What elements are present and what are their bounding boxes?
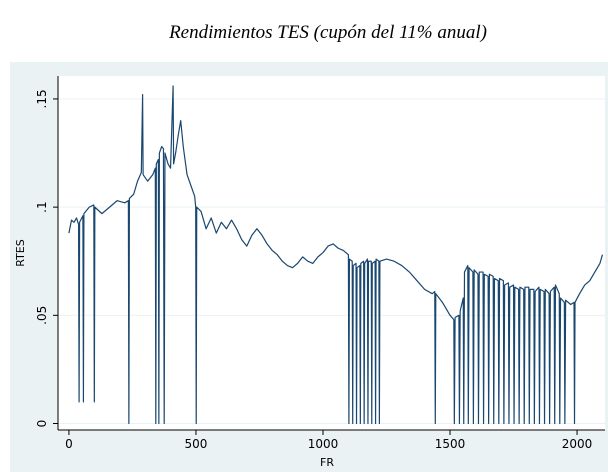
x-tick-label: 1500	[435, 437, 466, 451]
x-tick-label: 0	[65, 437, 73, 451]
plot-region	[58, 76, 605, 430]
data-line	[68, 85, 604, 425]
y-axis-label: RTES	[14, 239, 27, 267]
chart-title: Rendimientos TES (cupón del 11% anual)	[168, 22, 487, 43]
y-tick-label: .05	[35, 306, 49, 325]
x-tick-label: 2000	[562, 437, 593, 451]
y-tick-label: .15	[35, 89, 49, 108]
x-axis-label: FR	[320, 456, 334, 469]
x-tick-label: 500	[185, 437, 208, 451]
y-tick-label: 0	[35, 420, 49, 428]
y-tick-label: .1	[35, 201, 49, 212]
x-tick-label: 1000	[308, 437, 339, 451]
